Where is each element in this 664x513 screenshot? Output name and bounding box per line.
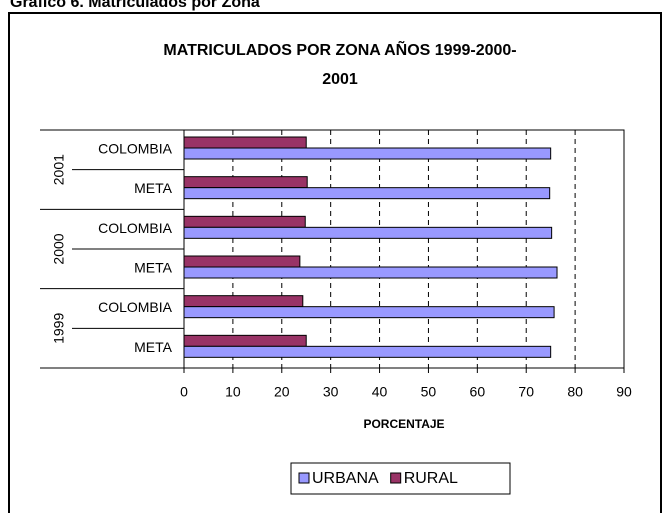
legend-swatch: [298, 472, 310, 484]
caption: Gráfico 6. Matriculados por Zona: [10, 0, 260, 11]
y-tick-label: META: [134, 260, 173, 276]
x-tick-label: 60: [470, 384, 486, 400]
y-tick-label: META: [134, 180, 173, 196]
y-tick-label: META: [134, 339, 173, 355]
bar: [183, 295, 304, 308]
bar: [183, 136, 307, 149]
chart-title: MATRICULADOS POR ZONA AÑOS 1999-2000-: [163, 39, 516, 59]
x-tick-label: 90: [616, 384, 632, 400]
group-label: 1999: [51, 313, 67, 344]
legend-label: URBANA: [312, 470, 379, 487]
bar: [183, 215, 306, 228]
legend-swatch: [390, 472, 402, 484]
bar: [183, 255, 301, 268]
group-label: 2000: [51, 233, 67, 264]
x-tick-label: 10: [225, 384, 241, 400]
x-axis-title: PORCENTAJE: [363, 417, 444, 431]
x-tick-label: 20: [274, 384, 290, 400]
bar: [183, 334, 307, 347]
plot-area: [183, 129, 625, 369]
group-label: 2001: [51, 154, 67, 185]
bar: [183, 187, 551, 200]
legend-label: RURAL: [404, 470, 458, 487]
y-tick-label: COLOMBIA: [98, 299, 173, 315]
bar: [183, 147, 552, 160]
y-tick-label: COLOMBIA: [98, 141, 173, 157]
bar: [183, 306, 555, 319]
x-tick-label: 30: [323, 384, 339, 400]
chart-title: 2001: [322, 71, 358, 88]
x-tick-label: 50: [421, 384, 437, 400]
bar: [183, 345, 552, 358]
bar: [183, 266, 558, 279]
x-tick-label: 80: [567, 384, 583, 400]
x-tick-label: 40: [372, 384, 388, 400]
frame: [8, 12, 662, 513]
x-tick-label: 0: [180, 384, 188, 400]
bar: [183, 176, 308, 189]
y-tick-label: COLOMBIA: [98, 220, 173, 236]
bar: [183, 226, 553, 239]
x-tick-label: 70: [518, 384, 534, 400]
